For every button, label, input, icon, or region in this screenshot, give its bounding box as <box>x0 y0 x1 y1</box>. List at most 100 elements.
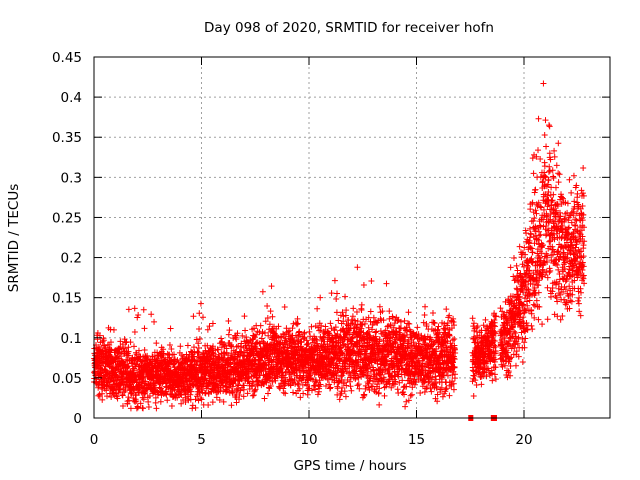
data-point <box>132 398 139 405</box>
data-point <box>125 394 132 401</box>
data-point <box>280 389 287 396</box>
data-point <box>135 312 142 319</box>
data-point <box>125 363 132 370</box>
data-point <box>166 354 173 361</box>
data-point <box>96 346 103 353</box>
data-point <box>306 328 313 335</box>
data-point <box>473 382 480 389</box>
data-point <box>137 400 144 407</box>
data-point <box>195 340 202 347</box>
data-point <box>543 143 550 150</box>
data-point <box>235 342 242 349</box>
data-point <box>451 336 458 343</box>
data-point <box>430 319 437 326</box>
data-point <box>141 325 148 332</box>
data-point <box>189 402 196 409</box>
data-point <box>544 316 551 323</box>
data-point <box>195 345 202 352</box>
data-point <box>548 293 555 300</box>
data-point <box>552 184 559 191</box>
data-point <box>220 398 227 405</box>
data-point <box>148 311 155 318</box>
data-point <box>168 403 175 410</box>
data-point <box>140 396 147 403</box>
data-point <box>124 398 131 405</box>
data-point <box>207 354 214 361</box>
data-point <box>544 274 551 281</box>
data-point <box>146 393 153 400</box>
data-point <box>196 310 203 317</box>
data-point <box>304 391 311 398</box>
data-point <box>354 264 361 271</box>
data-point <box>381 392 388 399</box>
data-point <box>553 162 560 169</box>
data-point <box>450 386 457 393</box>
data-point <box>177 343 184 350</box>
data-point <box>239 332 246 339</box>
data-point <box>350 305 357 312</box>
data-point <box>405 309 412 316</box>
data-point <box>522 335 529 342</box>
data-point <box>527 231 534 238</box>
data-point <box>218 335 225 342</box>
data-point <box>131 305 138 312</box>
data-point <box>166 341 173 348</box>
data-point <box>347 383 354 390</box>
data-point <box>530 217 537 224</box>
data-point <box>228 402 235 409</box>
data-point <box>406 320 413 327</box>
data-point <box>100 337 107 344</box>
data-point <box>355 381 362 388</box>
data-point <box>249 392 256 399</box>
data-point <box>197 395 204 402</box>
data-point <box>470 320 477 327</box>
data-point <box>556 171 563 178</box>
data-point <box>213 394 220 401</box>
data-point <box>242 327 249 334</box>
data-point <box>268 283 275 290</box>
data-point <box>540 80 547 87</box>
data-point <box>446 392 453 399</box>
data-point <box>196 325 203 332</box>
data-point <box>482 316 489 323</box>
data-point <box>386 308 393 315</box>
data-point <box>428 388 435 395</box>
data-point <box>546 167 553 174</box>
data-point <box>209 399 216 406</box>
data-point <box>145 398 152 405</box>
data-point <box>154 391 161 398</box>
data-point <box>134 314 141 321</box>
data-point <box>333 296 340 303</box>
data-point <box>119 391 126 398</box>
data-point <box>529 155 536 162</box>
data-point <box>114 395 121 402</box>
data-point <box>153 405 160 412</box>
data-point <box>535 115 542 122</box>
data-point <box>102 344 109 351</box>
data-point <box>516 243 523 250</box>
data-point <box>178 400 185 407</box>
data-point <box>383 280 390 287</box>
data-point <box>267 308 274 315</box>
data-point <box>225 318 232 325</box>
data-point <box>519 358 526 365</box>
data-point <box>512 362 519 369</box>
data-point <box>199 314 206 321</box>
data-point <box>368 277 375 284</box>
data-point <box>555 140 562 147</box>
data-point <box>134 404 141 411</box>
data-point <box>250 392 257 399</box>
data-point <box>144 352 151 359</box>
data-point <box>403 398 410 405</box>
data-point <box>222 342 229 349</box>
data-point <box>335 317 342 324</box>
data-point <box>168 385 175 392</box>
data-point <box>402 403 409 410</box>
data-point <box>131 329 138 336</box>
data-point <box>348 387 355 394</box>
data-point <box>435 323 442 330</box>
data-point <box>331 277 338 284</box>
data-point <box>181 382 188 389</box>
data-point <box>182 358 189 365</box>
data-point <box>300 390 307 397</box>
